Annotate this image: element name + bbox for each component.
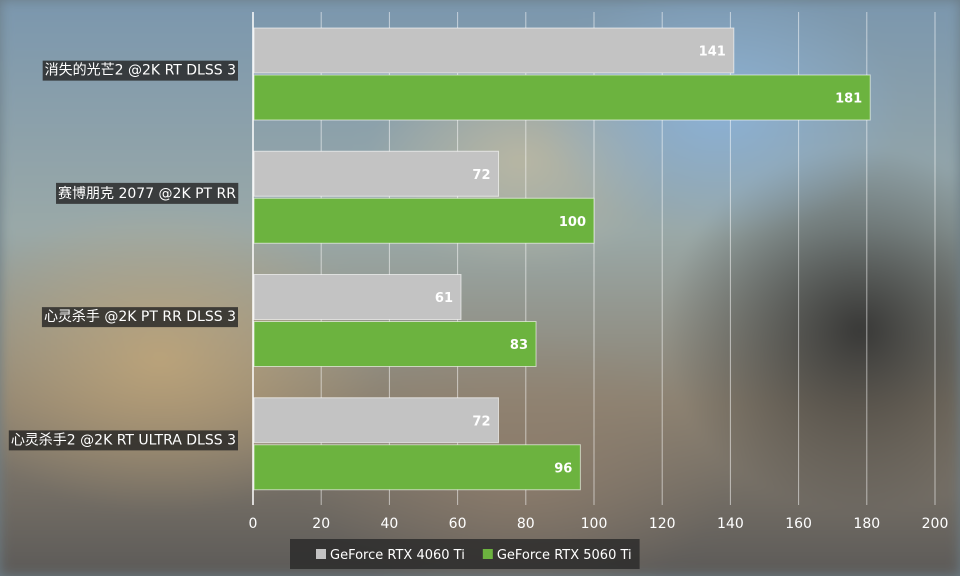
x-tick-label: 60 <box>449 516 467 532</box>
bar-rtx-4060-ti <box>253 274 462 320</box>
bar-rtx-4060-ti <box>253 397 500 444</box>
data-label: 100 <box>559 215 586 230</box>
data-label: 181 <box>835 92 862 107</box>
legend-label: GeForce RTX 5060 Ti <box>497 548 632 563</box>
bar-rtx-5060-ti <box>253 74 871 121</box>
data-label: 61 <box>435 291 453 306</box>
category-label-background <box>8 430 238 451</box>
x-tick-label: 0 <box>249 516 258 532</box>
category-label: 心灵杀手2 @2K RT ULTRA DLSS 3 <box>11 432 236 448</box>
category-label: 心灵杀手 @2K PT RR DLSS 3 <box>44 309 236 325</box>
bars: 141 181 72 100 61 83 72 96 <box>253 27 871 491</box>
x-tick-label: 160 <box>785 516 812 532</box>
data-label: 141 <box>699 45 726 60</box>
legend: GeForce RTX 4060 Ti GeForce RTX 5060 Ti <box>290 539 640 569</box>
bar-rtx-4060-ti <box>253 27 735 74</box>
category-label: 赛博朋克 2077 @2K PT RR <box>58 185 236 202</box>
data-label: 72 <box>472 168 490 183</box>
bar-rtx-5060-ti <box>253 321 537 367</box>
legend-swatch <box>482 549 493 559</box>
x-tick-label: 180 <box>853 516 880 532</box>
category-labels: 消失的光芒2 @2K RT DLSS 3 赛博朋克 2077 @2K PT RR 心… <box>8 60 239 451</box>
x-tick-label: 80 <box>517 516 535 532</box>
data-label: 83 <box>510 338 528 353</box>
x-tick-label: 200 <box>922 516 949 532</box>
legend-swatch <box>316 549 326 559</box>
data-label: 72 <box>472 414 490 429</box>
legend-label: GeForce RTX 4060 Ti <box>330 548 465 563</box>
bar-rtx-4060-ti <box>253 150 500 197</box>
category-label-background <box>56 182 239 204</box>
legend-background <box>290 539 640 569</box>
x-tick-label: 120 <box>649 516 676 532</box>
x-tick-label: 100 <box>581 516 608 532</box>
category-label: 消失的光芒2 @2K RT DLSS 3 <box>45 63 236 79</box>
bar-rtx-5060-ti <box>253 444 581 491</box>
bar-rtx-5060-ti <box>253 197 595 244</box>
x-tick-label: 140 <box>717 516 744 532</box>
x-tick-label: 20 <box>312 516 330 532</box>
x-axis-ticks: 0 20 40 60 80 100 120 140 160 180 200 <box>249 516 949 532</box>
x-tick-label: 40 <box>380 516 398 532</box>
data-label: 96 <box>554 461 572 476</box>
category-label-background <box>42 60 238 81</box>
category-label-background <box>41 307 238 328</box>
